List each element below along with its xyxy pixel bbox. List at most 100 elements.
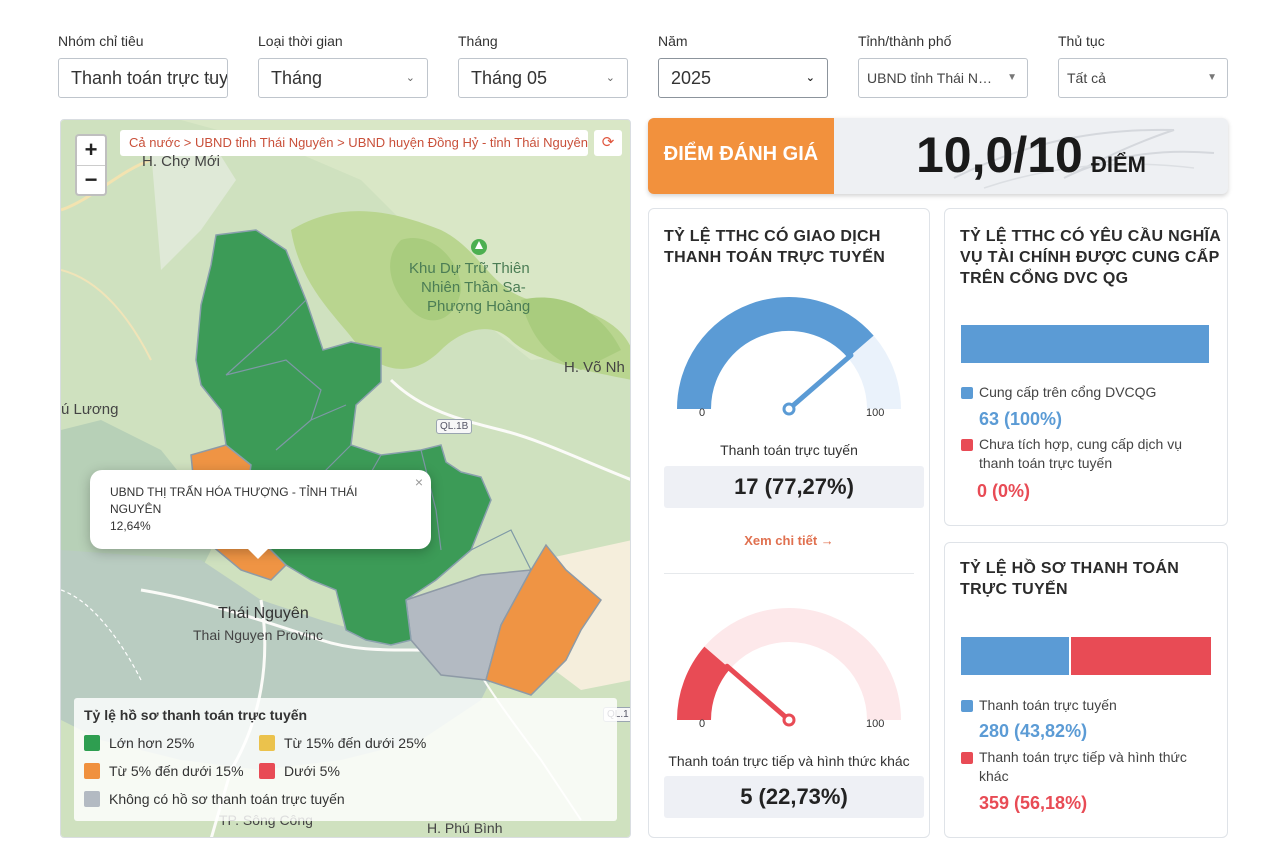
legend-label: Cung cấp trên cổng DVCQG xyxy=(979,384,1157,400)
gauge-hub xyxy=(782,713,796,727)
map-legend: Tỷ lệ hồ sơ thanh toán trực tuyến Lớn hơ… xyxy=(74,698,617,821)
gauge-hub xyxy=(782,402,796,416)
gauge-min-label: 0 xyxy=(699,718,706,730)
filter-year: Năm 2025 ⌄ xyxy=(658,32,828,98)
filter-time-type: Loại thời gian Tháng ⌄ xyxy=(258,32,428,98)
card-title-line: TỶ LỆ HỒ SƠ THANH TOÁN xyxy=(960,560,1180,577)
zoom-out-button[interactable]: − xyxy=(77,165,105,194)
filter-province: Tỉnh/thành phố UBND tỉnh Thái Nguyên ▼ xyxy=(858,32,1028,98)
online-label: Thanh toán trực tuyến xyxy=(720,442,858,458)
popup-title: UBND THỊ TRẤN HÓA THƯỢNG - TỈNH THÁI NGU… xyxy=(110,485,358,516)
month-select[interactable]: Tháng 05 ⌄ xyxy=(458,58,628,98)
score-label: ĐIỂM ĐÁNH GIÁ xyxy=(648,118,834,194)
legend-swatch xyxy=(961,700,973,712)
legend-title: Tỷ lệ hồ sơ thanh toán trực tuyến xyxy=(84,707,308,723)
legend-label: Chưa tích hợp, cung cấp dịch vụ xyxy=(979,436,1182,452)
filter-month-label: Tháng xyxy=(458,33,498,49)
zoom-in-button[interactable]: + xyxy=(84,137,98,162)
legend-swatch xyxy=(961,752,973,764)
map-panel[interactable]: + − Cả nước > UBND tỉnh Thái Nguyên > UB… xyxy=(60,119,631,838)
zoom-control: + − xyxy=(75,134,107,196)
map-label-cho-moi: H. Chợ Mới xyxy=(142,153,221,170)
legend-swatch xyxy=(961,387,973,399)
province-select-value: UBND tỉnh Thái Nguyên xyxy=(867,70,999,86)
score-value: 10,0/10 xyxy=(916,127,1083,183)
gauge-online xyxy=(677,297,901,416)
map-label-province-en: Thai Nguyen Provinc xyxy=(193,627,323,643)
legend-swatch xyxy=(84,791,100,807)
legend-item: Chưa tích hợp, cung cấp dịch vụ thanh to… xyxy=(961,435,1182,473)
legend-label: khác xyxy=(979,768,1009,784)
caret-down-icon: ▼ xyxy=(1207,72,1217,83)
map-label-vo-nhai: H. Võ Nh xyxy=(564,359,625,376)
score-unit: ĐIỂM xyxy=(1091,152,1146,177)
map-popup: UBND THỊ TRẤN HÓA THƯỢNG - TỈNH THÁI NGU… xyxy=(90,470,431,559)
legend-label: Thanh toán trực tuyến xyxy=(979,697,1117,713)
legend-item: Cung cấp trên cổng DVCQG xyxy=(961,383,1156,402)
chevron-down-icon: ⌄ xyxy=(805,72,815,84)
time-type-select-value: Tháng xyxy=(271,68,323,88)
filter-time-type-label: Loại thời gian xyxy=(258,33,343,49)
filter-month: Tháng Tháng 05 ⌄ xyxy=(458,32,628,98)
map-label-phu-luong: ú Lương xyxy=(61,401,119,418)
time-type-select[interactable]: Tháng ⌄ xyxy=(258,58,428,98)
chevron-down-icon: ⌄ xyxy=(405,72,415,84)
group-select[interactable]: Thanh toán trực tuyến ⌄ xyxy=(58,58,228,98)
filter-group: Nhóm chỉ tiêu Thanh toán trực tuyến ⌄ xyxy=(58,32,228,98)
filter-province-label: Tỉnh/thành phố xyxy=(858,33,952,49)
region-orange-east xyxy=(485,543,602,696)
legend-label: Không có hồ sơ thanh toán trực tuyến xyxy=(109,791,345,807)
legend-value: 0 (0%) xyxy=(977,481,1031,501)
card-title-line: VỤ TÀI CHÍNH ĐƯỢC CUNG CẤP xyxy=(960,249,1220,266)
card-title-line: THANH TOÁN TRỰC TUYẾN xyxy=(664,249,886,266)
card-title-line: TRÊN CỔNG DVC QG xyxy=(960,270,1129,287)
map-label-phu-binh: H. Phú Bình xyxy=(427,820,503,836)
legend-item: Từ 15% đến dưới 25% xyxy=(259,734,426,752)
card-title-line: TỶ LỆ TTHC CÓ YÊU CẦU NGHĨA xyxy=(960,228,1222,245)
legend-item: Lớn hơn 25% xyxy=(84,734,194,752)
legend-swatch xyxy=(961,439,973,451)
map-label-reserve-2: Nhiên Thần Sa- xyxy=(421,279,526,296)
map-road-badge: QL.1B xyxy=(436,419,473,434)
procedure-select-value: Tất cả xyxy=(1067,70,1106,86)
legend-value: 359 (56,18%) xyxy=(979,793,1088,813)
popup-value: 12,64% xyxy=(110,519,151,533)
group-select-value: Thanh toán trực tuyến xyxy=(71,68,228,88)
bird-watermark-icon xyxy=(953,128,1215,189)
map-breadcrumb[interactable]: Cả nước > UBND tỉnh Thái Nguyên > UBND h… xyxy=(120,130,588,156)
year-select-value: 2025 xyxy=(671,68,712,88)
filter-year-label: Năm xyxy=(658,33,688,49)
financial-bar xyxy=(961,325,1209,363)
gauge-fill xyxy=(677,297,874,410)
gauge-fill xyxy=(677,646,731,721)
gauge-needle xyxy=(786,352,854,412)
month-select-value: Tháng 05 xyxy=(471,68,548,88)
financial-bar-fill xyxy=(961,325,1209,363)
gauge-min-label: 0 xyxy=(699,407,706,419)
filter-procedure: Thủ tục Tất cả ▼ xyxy=(1058,32,1228,98)
records-bar-fill xyxy=(961,637,1071,675)
detail-link[interactable]: Xem chi tiết → xyxy=(744,533,834,548)
legend-label: Từ 5% đến dưới 15% xyxy=(109,763,244,779)
legend-label: Dưới 5% xyxy=(284,763,340,779)
legend-label: Từ 15% đến dưới 25% xyxy=(284,735,427,751)
province-select[interactable]: UBND tỉnh Thái Nguyên ▼ xyxy=(858,58,1028,98)
legend-label: thanh toán trực tuyến xyxy=(979,455,1113,471)
legend-value: 63 (100%) xyxy=(979,409,1063,429)
year-select[interactable]: 2025 ⌄ xyxy=(658,58,828,98)
legend-label: Lớn hơn 25% xyxy=(109,735,195,751)
card-online-records: TỶ LỆ HỒ SƠ THANH TOÁN TRỰC TUYẾN Thanh … xyxy=(944,542,1228,838)
refresh-icon[interactable]: ⟳ xyxy=(594,130,622,156)
card-online-transactions: TỶ LỆ TTHC CÓ GIAO DỊCH THANH TOÁN TRỰC … xyxy=(648,208,930,838)
gauge-max-label: 100 xyxy=(866,407,885,419)
caret-down-icon: ▼ xyxy=(1007,72,1017,83)
card-title-line: TRỰC TUYẾN xyxy=(960,581,1068,598)
legend-label: Thanh toán trực tiếp và hình thức xyxy=(979,749,1187,765)
gauge-max-label: 100 xyxy=(866,718,885,730)
offline-label: Thanh toán trực tiếp và hình thức khác xyxy=(668,753,910,769)
gauge-needle xyxy=(724,663,792,723)
procedure-select[interactable]: Tất cả ▼ xyxy=(1058,58,1228,98)
close-icon[interactable]: × xyxy=(414,474,423,490)
legend-swatch xyxy=(259,763,275,779)
